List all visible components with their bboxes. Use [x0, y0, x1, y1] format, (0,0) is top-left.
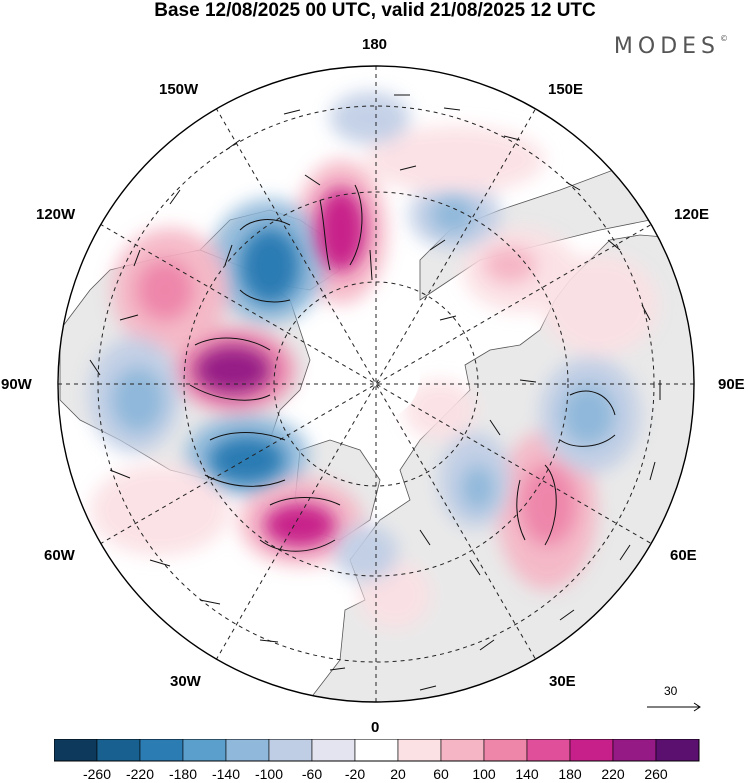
- anomaly-alaska-positive-core: [316, 188, 366, 272]
- anomaly-atlantic-positive-outer: [90, 464, 230, 556]
- pole-gap: [332, 332, 420, 420]
- colorbar-label: 260: [644, 766, 668, 782]
- colorbar-label: -220: [125, 766, 155, 782]
- anomaly-far-east-positive-outer: [404, 380, 476, 440]
- colorbar-label: 60: [433, 766, 449, 782]
- vector-cluster-scattered: [89, 94, 661, 691]
- anomaly-western-siberia-core: [562, 385, 614, 445]
- anomaly-atlantic-negative-core: [112, 368, 164, 432]
- lon-label-60e: 60E: [670, 547, 697, 564]
- colorbar-swatch: [225, 739, 270, 762]
- anomaly-canada-west-negative-core: [240, 228, 300, 304]
- colorbar-label: -60: [301, 766, 323, 782]
- colorbar-swatch: [526, 739, 571, 762]
- lon-label-0: 0: [371, 719, 380, 736]
- modes-logo: MODES©: [614, 34, 728, 59]
- colorbar-swatch: [182, 739, 227, 762]
- colorbar-swatch: [440, 739, 485, 762]
- lon-label-180: 180: [362, 36, 388, 53]
- map-boundary: [57, 65, 695, 703]
- lon-label-120w: 120W: [36, 206, 76, 223]
- colorbar-swatch: [569, 739, 614, 762]
- colorbar-swatch: [483, 739, 528, 762]
- colorbar-swatch: [354, 739, 399, 762]
- colorbar: [54, 739, 700, 762]
- anomaly-bering-negative-outer: [330, 92, 410, 144]
- anomaly-east-siberian-core: [520, 465, 576, 545]
- anomaly-pacific-positive-core: [137, 260, 193, 320]
- lon-label-60w: 60W: [44, 547, 75, 564]
- colorbar-swatch: [311, 739, 356, 762]
- lon-label-90e: 90E: [718, 376, 745, 393]
- vector-cluster-siberia: [516, 390, 616, 546]
- anomaly-hudson-positive-core: [195, 346, 271, 394]
- colorbar-label: -180: [168, 766, 198, 782]
- anomaly-ural-positive-core: [484, 247, 536, 283]
- brand-name: MODES: [613, 34, 720, 59]
- vector-cluster-greenland: [259, 497, 341, 552]
- anomaly-greenland-south-positive-core: [264, 503, 336, 547]
- wind-vectors: [89, 94, 661, 691]
- anomaly-eastern-positive-outer: [542, 255, 658, 355]
- colorbar-swatch: [612, 739, 657, 762]
- colorbar-label: 220: [601, 766, 625, 782]
- colorbar-swatch: [268, 739, 313, 762]
- vector-cluster-labrador: [204, 432, 286, 487]
- colorbar-label: -100: [254, 766, 284, 782]
- graticule: [58, 66, 694, 702]
- vector-cluster-hudson: [189, 337, 271, 401]
- lon-label-30e: 30E: [549, 673, 576, 690]
- colorbar-label: 20: [390, 766, 406, 782]
- colorbar-swatch: [139, 739, 184, 762]
- wind-scale-arrow: [647, 702, 701, 712]
- colorbar-label: -20: [344, 766, 366, 782]
- lon-label-150e: 150E: [548, 81, 584, 98]
- lon-label-120e: 120E: [674, 206, 710, 223]
- anomaly-kara-negative-core: [462, 466, 494, 510]
- map-title: Base 12/08/2025 00 UTC, valid 21/08/2025…: [154, 0, 596, 21]
- brand-mark: ©: [720, 34, 728, 43]
- anomaly-labrador-negative-core: [209, 436, 285, 484]
- colorbar-label: 140: [515, 766, 539, 782]
- anomaly-iceland-negative-outer: [334, 525, 398, 581]
- wind-scale-value: 30: [664, 684, 678, 698]
- colorbar-label: 100: [472, 766, 496, 782]
- colorbar-swatch: [655, 739, 700, 762]
- colorbar-swatch: [54, 739, 98, 762]
- anomaly-field: [89, 92, 658, 629]
- colorbar-swatch: [397, 739, 442, 762]
- colorbar-label: -140: [211, 766, 241, 782]
- vector-cluster-alaska: [304, 174, 373, 281]
- colorbar-label: -260: [82, 766, 112, 782]
- anomaly-pole-positive-outer: [365, 126, 545, 194]
- lon-label-30w: 30W: [170, 673, 201, 690]
- colorbar-label: 180: [558, 766, 582, 782]
- lon-label-150w: 150W: [159, 81, 199, 98]
- lon-label-90w: 90W: [1, 376, 32, 393]
- colorbar-swatch: [96, 739, 141, 762]
- anomaly-laptev-negative-core: [431, 197, 475, 233]
- vector-cluster-canada: [224, 219, 291, 303]
